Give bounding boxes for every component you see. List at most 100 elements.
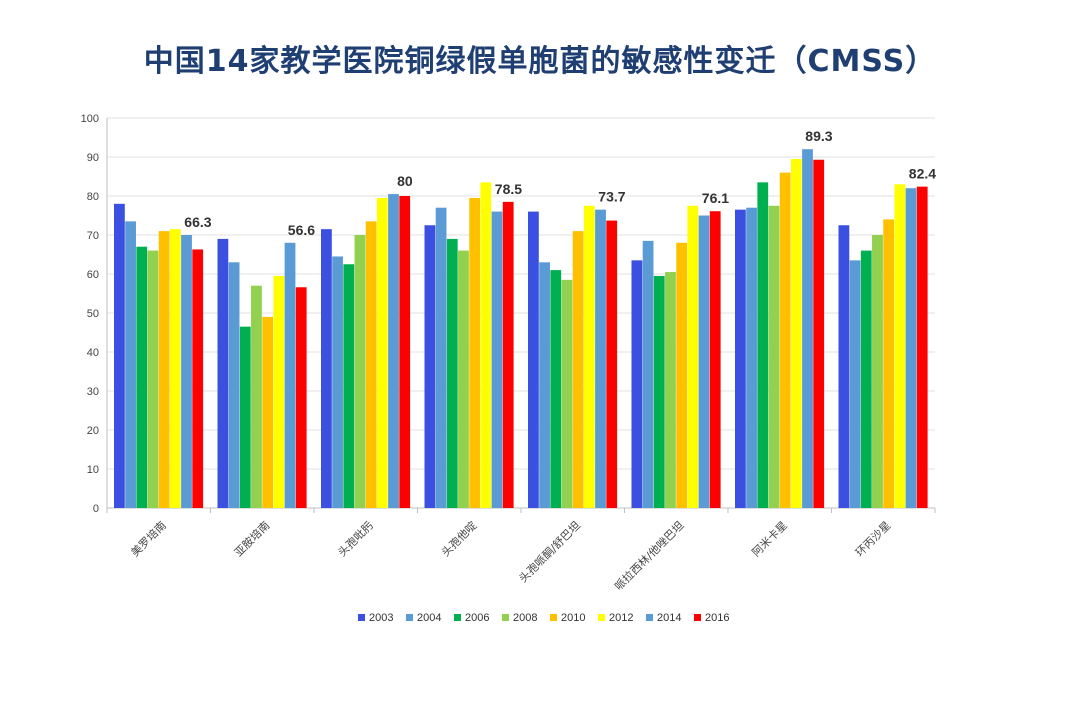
- data-label: 76.1: [702, 190, 729, 206]
- x-category-label: 美罗培南: [128, 518, 169, 559]
- bar-2010-8: [883, 219, 895, 508]
- bar-2012-6: [687, 205, 699, 508]
- bar-2008-4: [458, 250, 469, 508]
- bar-2006-5: [550, 270, 562, 508]
- legend-label-2008: 2008: [513, 612, 537, 624]
- bar-2010-3: [365, 221, 377, 508]
- bar-2006-3: [343, 264, 355, 508]
- x-category-label: 头孢他啶: [438, 518, 479, 559]
- bar-2004-7: [746, 207, 757, 508]
- legend-label-2004: 2004: [417, 612, 441, 624]
- data-label: 56.6: [288, 222, 315, 238]
- x-category-label: 阿米卡星: [750, 519, 790, 559]
- data-label: 82.4: [909, 166, 936, 182]
- bar-2003-2: [217, 238, 229, 508]
- legend-label-2014: 2014: [657, 612, 681, 624]
- bar-2012-3: [376, 197, 388, 508]
- bars: [114, 149, 928, 509]
- bar-2006-6: [653, 275, 665, 508]
- bar-2014-5: [595, 209, 606, 508]
- bar-2016-2: [295, 287, 307, 508]
- bar-2012-2: [273, 275, 285, 508]
- bar-2014-3: [388, 194, 399, 509]
- bar-2008-2: [251, 285, 262, 508]
- axes: 0 10 20 30 40 50 60 70 80 90 100: [81, 113, 936, 515]
- bar-2012-5: [583, 205, 595, 508]
- bar-2004-2: [228, 262, 240, 508]
- data-label: 73.7: [598, 189, 625, 205]
- legend-label-2006: 2006: [465, 612, 489, 624]
- y-tick-label: 30: [87, 386, 99, 398]
- bar-2010-2: [262, 316, 274, 508]
- bar-2014-1: [181, 235, 192, 508]
- bar-2016-6: [709, 211, 721, 508]
- legend-label-2012: 2012: [609, 612, 633, 624]
- bar-2014-6: [698, 215, 710, 508]
- bar-2003-3: [321, 229, 332, 508]
- bar-2016-3: [399, 196, 411, 508]
- bar-2003-8: [838, 225, 850, 508]
- bar-2006-8: [860, 250, 872, 508]
- x-category-label: 环丙沙星: [853, 519, 893, 559]
- y-tick-label: 0: [93, 503, 99, 515]
- bar-2003-1: [114, 203, 125, 509]
- legend-swatch-2006: [454, 614, 461, 621]
- legend-swatch-2014: [646, 614, 653, 621]
- bar-2012-7: [790, 158, 802, 508]
- y-tick-label: 10: [87, 464, 99, 476]
- bar-2004-4: [435, 207, 447, 508]
- data-labels: 66.3 56.6 80 78.5 73.7 76.1 89.3 82.4: [184, 128, 936, 238]
- bar-2006-7: [757, 182, 769, 508]
- legend: 2003 2004 2006 2008 2010 2012 2014 2016: [358, 612, 729, 624]
- legend-label-2010: 2010: [561, 612, 585, 624]
- legend-swatch-2016: [694, 614, 701, 621]
- bar-2016-5: [606, 220, 618, 508]
- legend-swatch-2010: [550, 614, 557, 621]
- y-tick-label: 70: [87, 230, 99, 242]
- category-labels: 美罗培南 亚胺培南 头孢吡肟 头孢他啶 头孢哌酮/舒巴坦 哌拉西林/他唑巴坦 阿米卡星 环丙沙…: [128, 518, 894, 593]
- bar-2014-8: [905, 188, 917, 508]
- legend-swatch-2003: [358, 614, 365, 621]
- data-label: 80: [397, 173, 413, 189]
- bar-2003-4: [424, 225, 436, 508]
- bar-2016-1: [192, 249, 204, 508]
- y-tick-label: 50: [87, 308, 99, 320]
- bar-2008-3: [354, 235, 366, 508]
- x-category-label: 亚胺培南: [231, 518, 272, 559]
- bar-2012-4: [480, 182, 492, 508]
- x-category-label: 头孢哌酮/舒巴坦: [516, 518, 583, 585]
- y-tick-label: 60: [87, 269, 99, 281]
- data-label: 78.5: [495, 181, 522, 197]
- bar-2004-8: [849, 260, 861, 508]
- bar-2006-2: [239, 326, 251, 508]
- y-tick-label: 40: [87, 347, 99, 359]
- legend-swatch-2008: [502, 614, 509, 621]
- y-tick-label: 80: [87, 191, 99, 203]
- bar-2003-5: [528, 211, 539, 508]
- legend-label-2016: 2016: [705, 612, 729, 624]
- legend-swatch-2004: [406, 614, 413, 621]
- bar-2014-7: [802, 149, 813, 508]
- y-tick-label: 90: [87, 152, 99, 164]
- data-label: 89.3: [805, 128, 832, 144]
- legend-label-2003: 2003: [369, 612, 393, 624]
- bar-2010-5: [572, 231, 584, 508]
- bar-2004-5: [539, 262, 550, 508]
- bar-2010-1: [158, 231, 170, 508]
- bar-2006-4: [446, 238, 458, 508]
- bar-2008-5: [561, 279, 573, 508]
- y-tick-label: 100: [81, 113, 99, 125]
- bar-2008-1: [147, 250, 159, 508]
- bar-2004-1: [125, 221, 136, 508]
- bar-2012-8: [894, 184, 906, 509]
- bar-2008-7: [768, 205, 780, 508]
- bar-2016-7: [813, 159, 825, 509]
- bar-2012-1: [169, 229, 181, 508]
- bar-2004-3: [332, 256, 343, 508]
- bar-2014-2: [284, 242, 296, 509]
- bar-2016-8: [916, 186, 928, 508]
- bar-2010-7: [779, 172, 791, 508]
- bar-2014-4: [491, 211, 503, 508]
- bar-2006-1: [136, 246, 148, 508]
